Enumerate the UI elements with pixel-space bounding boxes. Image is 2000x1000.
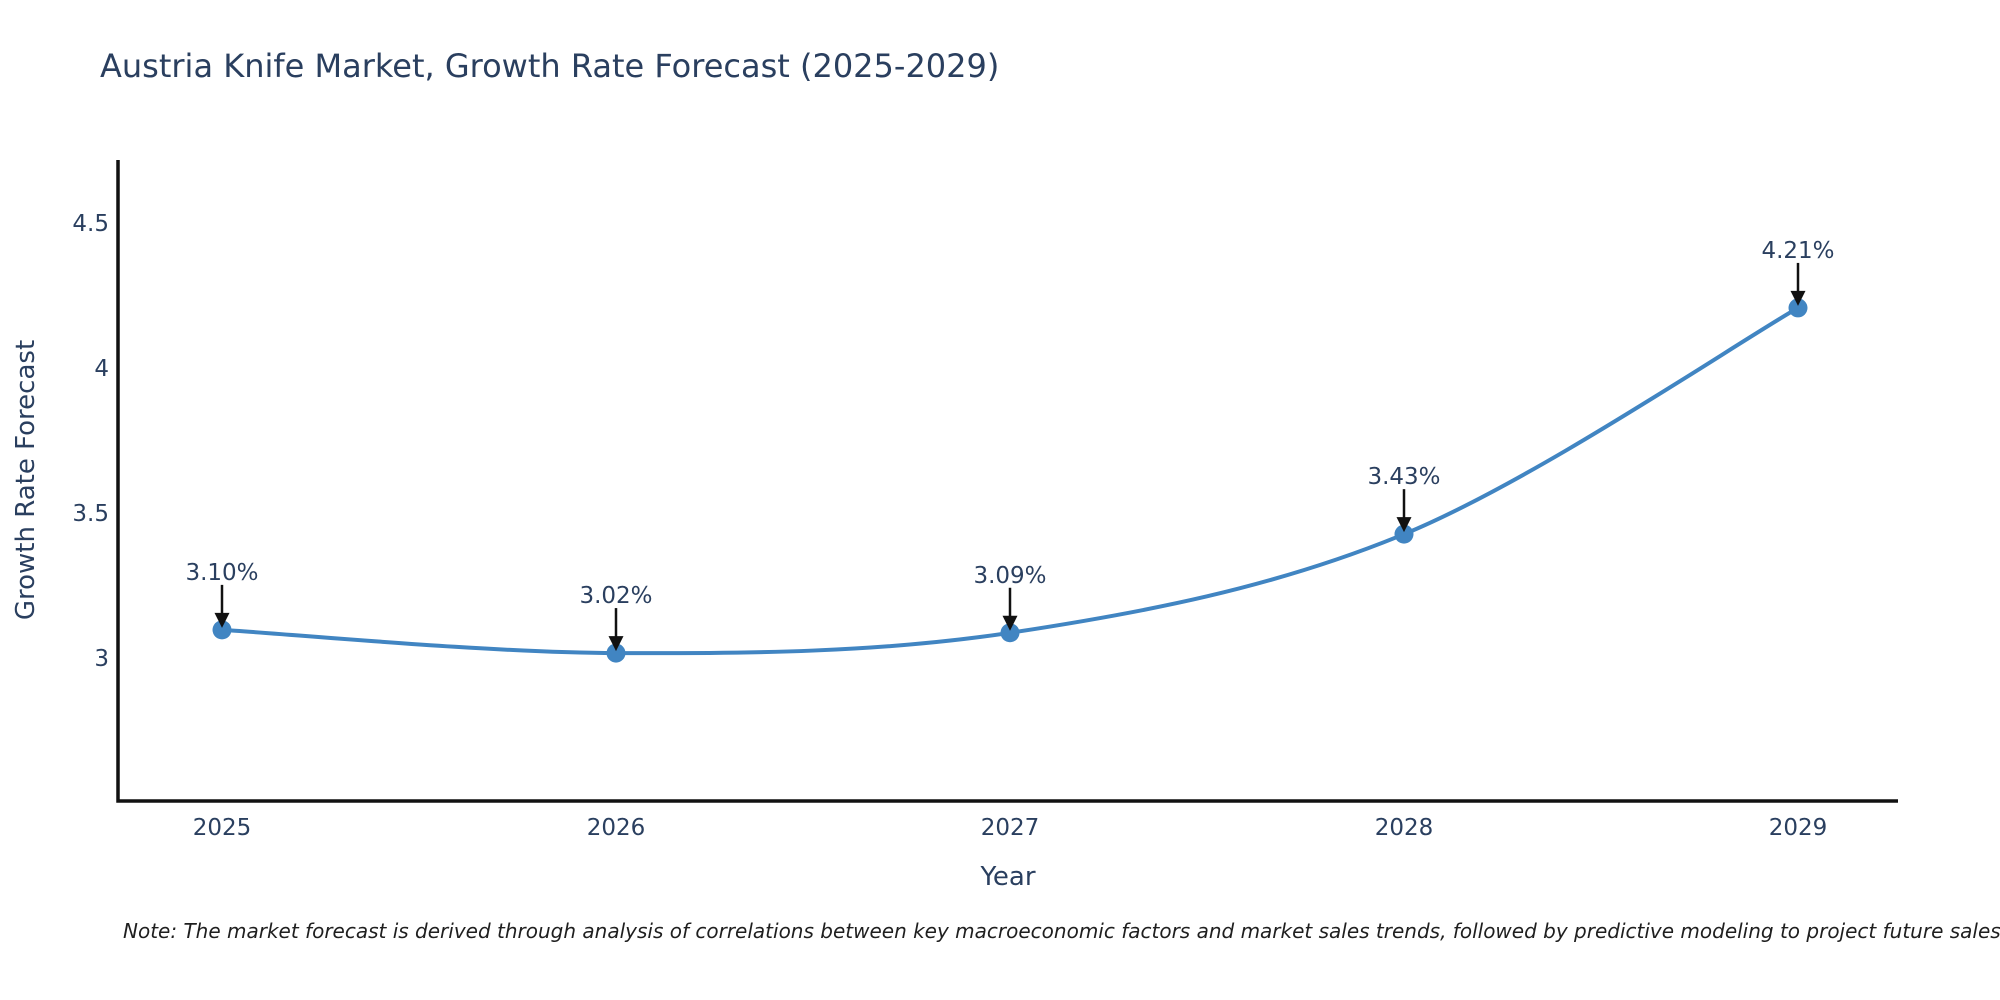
- y-tick-label: 4: [94, 356, 109, 382]
- footnote: Note: The market forecast is derived thr…: [123, 919, 2000, 943]
- x-axis-title: Year: [980, 862, 1036, 892]
- data-point: [212, 620, 232, 640]
- data-points: [212, 298, 1808, 663]
- point-value-label: 4.21%: [1761, 238, 1834, 264]
- x-tick-label: 2025: [193, 815, 252, 841]
- point-value-label: 3.10%: [185, 560, 258, 586]
- annotation-arrow-head-icon: [608, 636, 624, 652]
- point-value-label: 3.43%: [1367, 464, 1440, 490]
- annotation-arrow-head-icon: [214, 612, 230, 628]
- y-tick-labels: 3 3.5 4 4.5: [72, 211, 109, 672]
- y-tick-label: 4.5: [72, 211, 109, 237]
- data-point: [1000, 623, 1020, 643]
- y-tick-label: 3: [94, 646, 109, 672]
- x-tick-label: 2029: [1769, 815, 1828, 841]
- series-line: [220, 305, 1800, 656]
- x-tick-labels: 2025 2026 2027 2028 2029: [193, 815, 1828, 841]
- point-annotations: 3.10% 3.02% 3.09% 3.43% 4.21%: [185, 238, 1835, 652]
- y-tick-label: 3.5: [72, 501, 109, 527]
- annotation-arrow-head-icon: [1002, 615, 1018, 631]
- x-tick-label: 2026: [587, 815, 646, 841]
- axes: [116, 160, 1898, 803]
- chart-title: Austria Knife Market, Growth Rate Foreca…: [100, 47, 1000, 85]
- point-value-label: 3.09%: [973, 563, 1046, 589]
- x-tick-label: 2027: [981, 815, 1040, 841]
- data-point: [606, 643, 626, 663]
- point-value-label: 3.02%: [579, 583, 652, 609]
- annotation-arrow-head-icon: [1396, 517, 1412, 533]
- annotation-arrow-head-icon: [1790, 290, 1806, 306]
- x-tick-label: 2028: [1375, 815, 1434, 841]
- data-point: [1788, 298, 1808, 318]
- data-point: [1394, 524, 1414, 544]
